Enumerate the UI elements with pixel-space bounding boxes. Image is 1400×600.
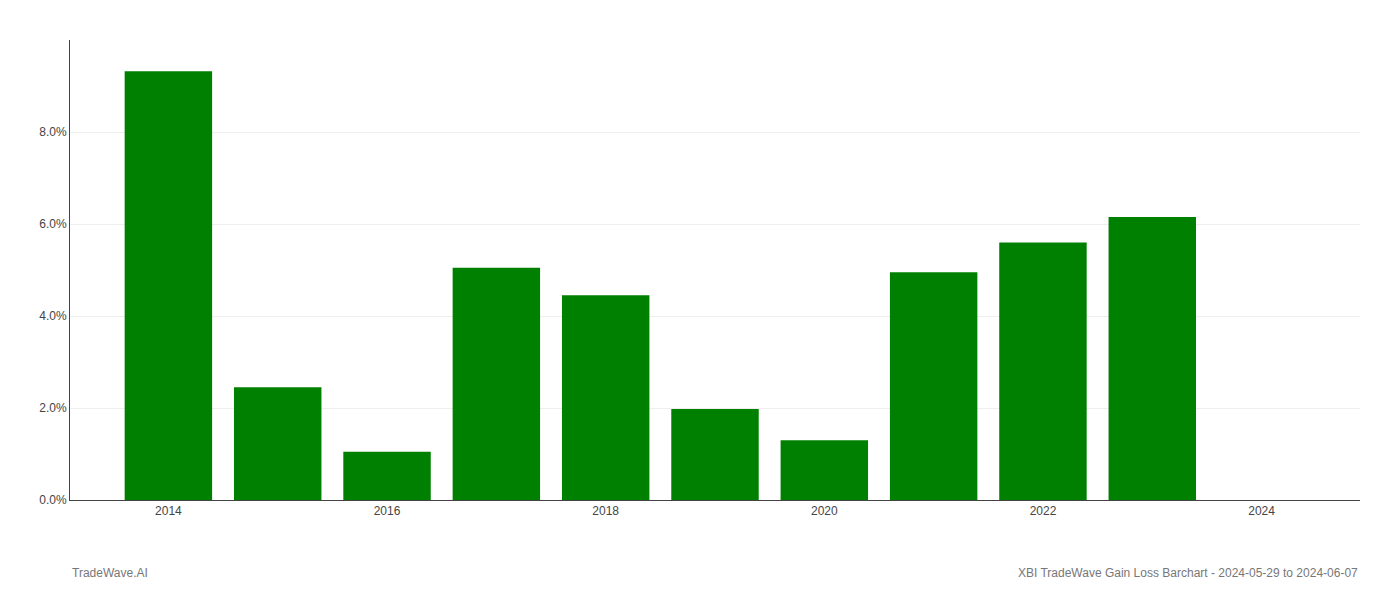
svg-text:TradeWave.AI: TradeWave.AI xyxy=(72,566,148,580)
svg-text:2022: 2022 xyxy=(1030,504,1057,518)
svg-text:6.0%: 6.0% xyxy=(39,217,67,231)
svg-text:4.0%: 4.0% xyxy=(39,309,67,323)
svg-text:2020: 2020 xyxy=(811,504,838,518)
svg-text:0.0%: 0.0% xyxy=(39,493,67,507)
svg-text:2016: 2016 xyxy=(374,504,401,518)
svg-text:2018: 2018 xyxy=(592,504,619,518)
svg-text:2.0%: 2.0% xyxy=(39,401,67,415)
svg-text:2014: 2014 xyxy=(155,504,182,518)
svg-text:XBI TradeWave Gain Loss Barcha: XBI TradeWave Gain Loss Barchart - 2024-… xyxy=(1018,566,1358,580)
svg-text:8.0%: 8.0% xyxy=(39,125,67,139)
svg-text:2024: 2024 xyxy=(1248,504,1275,518)
